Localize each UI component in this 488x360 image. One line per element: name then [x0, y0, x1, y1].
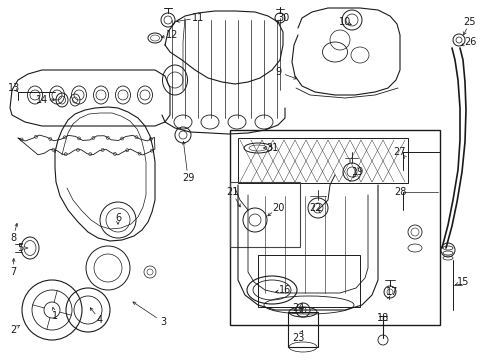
Text: 18: 18 — [376, 313, 388, 323]
Text: 25: 25 — [463, 17, 475, 27]
Bar — [258, 255, 359, 307]
Text: 17: 17 — [385, 287, 397, 297]
Text: 7: 7 — [10, 267, 16, 277]
Text: 14: 14 — [36, 95, 48, 105]
Text: 23: 23 — [291, 333, 304, 343]
Text: 12: 12 — [165, 30, 178, 40]
Text: 1: 1 — [52, 311, 58, 321]
Text: 27: 27 — [393, 147, 406, 157]
Text: 24: 24 — [291, 303, 304, 313]
Bar — [229, 182, 299, 247]
Text: 8: 8 — [10, 233, 16, 243]
Bar — [287, 312, 317, 347]
Text: 19: 19 — [351, 167, 364, 177]
Text: 29: 29 — [182, 173, 194, 183]
Bar — [238, 138, 407, 183]
Text: 3: 3 — [160, 317, 166, 327]
Text: 20: 20 — [271, 203, 284, 213]
Bar — [229, 130, 439, 325]
Text: 30: 30 — [276, 13, 288, 23]
Text: 26: 26 — [463, 37, 475, 47]
Text: 15: 15 — [456, 277, 468, 287]
Text: 2: 2 — [10, 325, 16, 335]
Text: 9: 9 — [274, 67, 281, 77]
Text: 4: 4 — [97, 315, 103, 325]
Text: 5: 5 — [17, 243, 23, 253]
Text: 22: 22 — [308, 203, 321, 213]
Text: 28: 28 — [393, 187, 406, 197]
Text: 11: 11 — [191, 13, 203, 23]
Text: 13: 13 — [8, 83, 20, 93]
Text: 10: 10 — [338, 17, 350, 27]
Text: 21: 21 — [225, 187, 238, 197]
Text: 16: 16 — [278, 285, 290, 295]
Text: 31: 31 — [265, 143, 278, 153]
Text: 6: 6 — [115, 213, 121, 223]
